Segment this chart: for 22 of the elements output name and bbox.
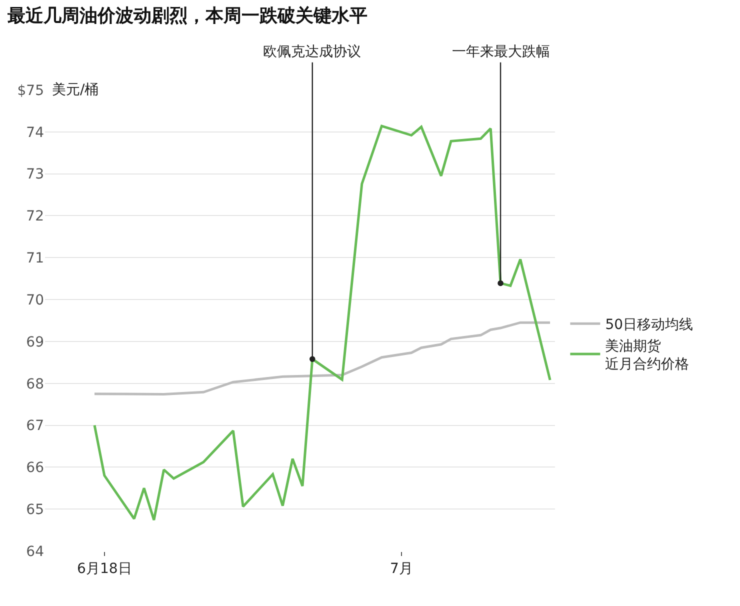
y-tick-label: $75 xyxy=(17,82,44,99)
y-tick-label: 65 xyxy=(26,502,44,518)
legend-label: 50日移动均线 xyxy=(605,317,694,334)
y-tick-label: 67 xyxy=(26,418,44,434)
annotation: 一年来最大跌幅 xyxy=(452,44,550,60)
annotation: 欧佩克达成协议 xyxy=(263,44,361,60)
y-tick-label: 73 xyxy=(26,166,44,183)
x-tick-label: 7月 xyxy=(390,560,413,577)
y-tick-label: 74 xyxy=(26,124,44,141)
y-tick-label: 71 xyxy=(26,250,44,267)
y-tick-label: 69 xyxy=(26,334,44,350)
line-series xyxy=(93,124,552,522)
y-tick-label: 68 xyxy=(26,376,44,392)
x-tick-label: 6月18日 xyxy=(77,560,132,577)
y-tick-label: 70 xyxy=(26,292,44,308)
y-tick-label: 66 xyxy=(26,460,44,476)
y-tick-label: 72 xyxy=(26,208,44,225)
legend-label: 美油期货近月合约价格 xyxy=(605,338,690,373)
chart-title: 最近几周油价波动剧烈，本周一跌破关键水平 xyxy=(6,6,368,27)
line-series xyxy=(93,321,552,396)
y-axis-title: 美元/桶 xyxy=(52,82,99,98)
y-tick-label: 64 xyxy=(26,544,44,560)
